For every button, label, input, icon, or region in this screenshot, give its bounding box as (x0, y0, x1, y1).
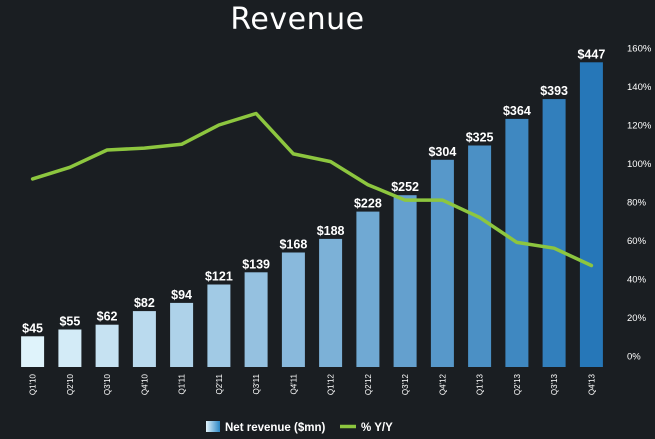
bar-value-label-13: $364 (503, 104, 531, 118)
bar-value-label-4: $94 (171, 288, 192, 302)
x-tick-label-14: Q3'13 (550, 373, 559, 395)
bar-value-label-0: $45 (22, 321, 43, 335)
bar-8 (319, 238, 343, 367)
bar-value-label-9: $228 (354, 197, 382, 211)
x-tick-label-5: Q2'11 (215, 373, 224, 394)
y-right-tick-label-2: 40% (627, 275, 647, 286)
x-axis: Q1'10 Q2'10 Q3'10 Q4'10 Q1'11 Q2'11 Q3'11 Q4'11… (29, 373, 597, 395)
y-right-tick-label-5: 100% (627, 159, 652, 170)
bar-5 (207, 284, 231, 367)
bar-value-label-10: $252 (391, 180, 419, 194)
bar-0 (21, 336, 45, 367)
bar-14 (542, 99, 566, 367)
x-tick-label-0: Q1'10 (29, 373, 38, 395)
x-tick-label-2: Q3'10 (103, 373, 112, 395)
bar-9 (356, 211, 380, 367)
bar-value-label-11: $304 (428, 145, 456, 159)
bar-value-label-7: $168 (279, 238, 307, 252)
bar-value-label-2: $62 (97, 310, 118, 324)
legend-swatch-net-revenue (206, 421, 220, 432)
chart-title: Revenue (230, 2, 365, 37)
x-tick-label-10: Q3'12 (401, 373, 410, 395)
y-right-tick-label-8: 160% (627, 44, 652, 55)
bar-6 (244, 272, 268, 367)
bar-value-label-6: $139 (242, 257, 270, 271)
yoy-line (30, 111, 594, 268)
bar-7 (281, 252, 305, 367)
bar-11 (430, 159, 454, 367)
bar-value-label-14: $393 (540, 84, 568, 98)
line-layer (30, 111, 594, 268)
x-tick-label-4: Q1'11 (178, 373, 187, 394)
bar-3 (132, 311, 156, 367)
x-tick-label-7: Q4'11 (289, 373, 298, 394)
x-tick-label-11: Q4'12 (438, 373, 447, 395)
bars-layer (21, 62, 603, 368)
bar-value-label-3: $82 (134, 296, 155, 310)
x-tick-label-15: Q4'13 (587, 373, 596, 395)
x-tick-label-1: Q2'10 (66, 373, 75, 395)
legend-label-net-revenue: Net revenue ($mn) (225, 422, 326, 434)
bar-4 (170, 302, 194, 367)
x-tick-label-3: Q4'10 (140, 373, 149, 395)
bar-value-label-15: $447 (577, 47, 605, 61)
bar-value-label-12: $325 (466, 131, 494, 145)
bar-1 (58, 329, 82, 367)
bar-value-label-5: $121 (205, 270, 233, 284)
x-tick-label-6: Q3'11 (252, 373, 261, 394)
bar-12 (468, 145, 492, 367)
legend-label-yoy: % Y/Y (361, 422, 393, 434)
y-right-tick-label-4: 80% (627, 198, 647, 209)
bar-2 (95, 324, 119, 367)
x-tick-label-9: Q2'12 (364, 373, 373, 395)
x-tick-label-8: Q1'12 (327, 373, 336, 395)
bar-10 (393, 195, 417, 367)
bar-value-label-1: $55 (59, 315, 80, 329)
bar-value-label-8: $188 (317, 224, 345, 238)
y-right-axis: 0% 20% 40% 60% 80% 100% 120% 140% 160% (627, 44, 652, 363)
legend: Net revenue ($mn) % Y/Y (206, 421, 393, 434)
y-right-tick-label-3: 60% (627, 236, 647, 247)
bar-labels-layer: $45 $55 $62 $82 $94 $121 $139 $168 $188 $228 $252 $… (22, 47, 605, 335)
x-tick-label-13: Q2'13 (513, 373, 522, 395)
y-right-tick-label-0: 0% (627, 352, 641, 363)
y-right-tick-label-1: 20% (627, 313, 647, 324)
x-tick-label-12: Q1'13 (476, 373, 485, 395)
y-right-tick-label-7: 140% (627, 82, 652, 93)
y-right-tick-label-6: 120% (627, 121, 652, 132)
bar-15 (579, 62, 603, 368)
